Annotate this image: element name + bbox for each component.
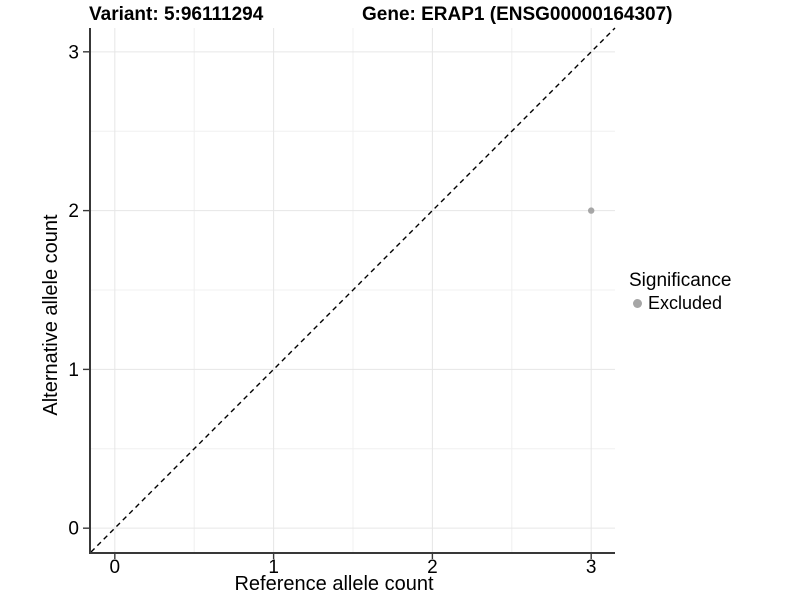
y-tick-label: 2 [68,201,79,222]
x-axis-title: Reference allele count [234,573,434,595]
legend-title: Significance [629,270,732,291]
x-tick-label: 0 [110,557,121,578]
legend-entry-excluded: Excluded [629,293,731,313]
y-axis-title: Alternative allele count [40,214,62,416]
plot-title-variant: Variant: 5:96111294 [89,4,264,25]
legend-entry-label: Excluded [648,292,723,313]
y-tick-label: 3 [68,42,79,63]
plot-title-gene: Gene: ERAP1 (ENSG00000164307) [362,4,673,25]
legend: Significance Excluded [629,271,731,313]
x-tick-label: 3 [586,557,597,578]
y-tick-label: 1 [68,360,79,381]
y-tick-label: 0 [68,519,79,540]
legend-point-icon [633,298,642,308]
identity-line [90,27,616,553]
x-tick-label: 2 [427,557,438,578]
data-point [587,207,595,214]
x-tick-label: 1 [268,557,279,578]
